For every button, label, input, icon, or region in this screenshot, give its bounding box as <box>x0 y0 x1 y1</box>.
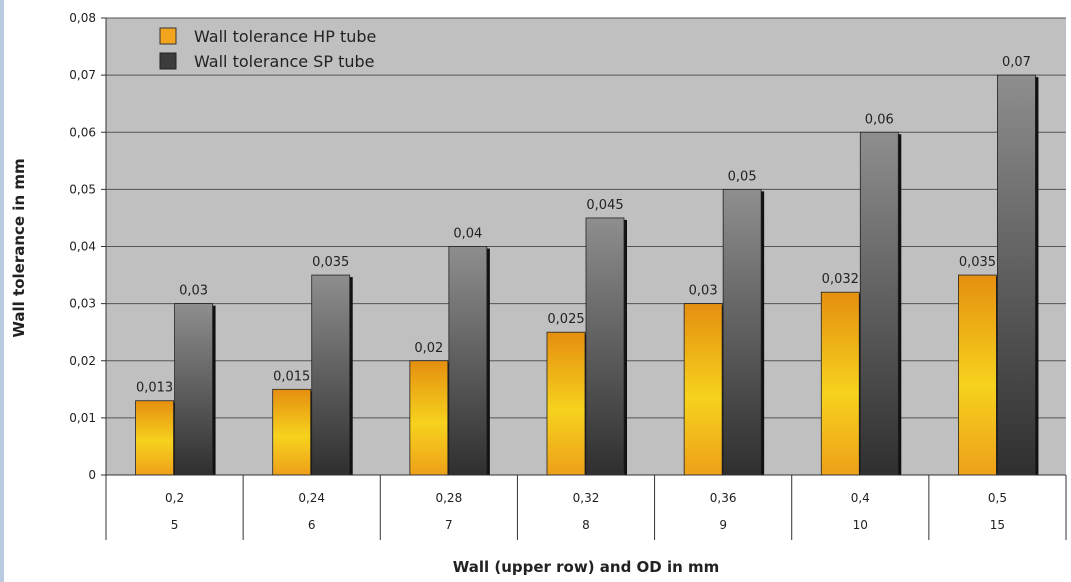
bar <box>135 400 174 476</box>
bar <box>272 388 312 476</box>
data-label: 0,02 <box>414 341 443 356</box>
data-label: 0,03 <box>689 284 718 299</box>
bar <box>546 331 586 476</box>
data-label: 0,07 <box>1002 55 1031 70</box>
y-tick-label: 0,01 <box>69 411 96 425</box>
data-label: 0,04 <box>453 227 482 242</box>
bar <box>311 274 351 476</box>
y-tick-label: 0,05 <box>69 182 96 196</box>
x-tick-label-wall: 0,36 <box>710 491 737 505</box>
data-label: 0,025 <box>547 312 584 327</box>
y-tick-label: 0,07 <box>69 68 96 82</box>
y-tick-label: 0,06 <box>69 125 96 139</box>
legend-label-hp: Wall tolerance HP tube <box>194 27 376 46</box>
bar <box>683 303 723 476</box>
bar <box>997 74 1036 476</box>
bar <box>174 303 213 476</box>
data-label: 0,013 <box>136 381 173 396</box>
data-label: 0,032 <box>822 272 859 287</box>
y-axis-ticks: 0 0,01 0,02 0,03 0,04 0,05 0,06 0,07 0,08 <box>69 11 107 482</box>
x-tick-label-od: 15 <box>990 518 1005 532</box>
legend: Wall tolerance HP tube Wall tolerance SP… <box>159 27 376 71</box>
x-tick-label-wall: 0,5 <box>988 491 1007 505</box>
bar <box>409 360 449 476</box>
x-tick-label-wall: 0,28 <box>435 491 462 505</box>
x-tick-label-wall: 0,32 <box>573 491 600 505</box>
x-tick-label-wall: 0,24 <box>298 491 325 505</box>
bar <box>820 291 860 476</box>
bar <box>722 188 762 476</box>
data-label: 0,03 <box>179 284 208 299</box>
y-axis-title: Wall tolerance in mm <box>10 158 28 337</box>
x-tick-label-od: 7 <box>445 518 453 532</box>
x-tick-label-wall: 0,2 <box>165 491 184 505</box>
legend-swatch-sp <box>159 52 177 70</box>
y-tick-label: 0,02 <box>69 354 96 368</box>
data-label: 0,045 <box>586 198 623 213</box>
x-tick-label-od: 8 <box>582 518 590 532</box>
left-edge-strip <box>0 0 4 582</box>
legend-swatch-hp <box>159 27 177 45</box>
bar <box>585 217 625 476</box>
x-axis-title: Wall (upper row) and OD in mm <box>453 558 720 576</box>
x-tick-label-od: 9 <box>719 518 727 532</box>
data-label: 0,035 <box>312 255 349 270</box>
bar <box>859 131 899 476</box>
bar <box>448 246 488 476</box>
x-category-table: 0,2 5 0,24 6 0,28 7 0,32 8 0,36 9 0,4 10 0,5 15 <box>105 474 1067 540</box>
y-tick-label: 0,04 <box>69 240 96 254</box>
y-tick-label: 0,08 <box>69 11 96 25</box>
x-tick-label-od: 6 <box>308 518 316 532</box>
bars: 0,013 0,03 0,015 0,035 0,02 0,04 0,025 0,045 0,0… <box>135 55 1039 476</box>
x-tick-label-wall: 0,4 <box>851 491 870 505</box>
x-tick-label-od: 5 <box>171 518 179 532</box>
data-label: 0,05 <box>728 169 757 184</box>
data-label: 0,06 <box>865 112 894 127</box>
data-label: 0,015 <box>273 369 310 384</box>
legend-label-sp: Wall tolerance SP tube <box>194 52 374 71</box>
y-tick-label: 0 <box>88 468 96 482</box>
data-label: 0,035 <box>959 255 996 270</box>
x-tick-label-od: 10 <box>853 518 868 532</box>
y-tick-label: 0,03 <box>69 297 96 311</box>
bar <box>958 274 997 476</box>
